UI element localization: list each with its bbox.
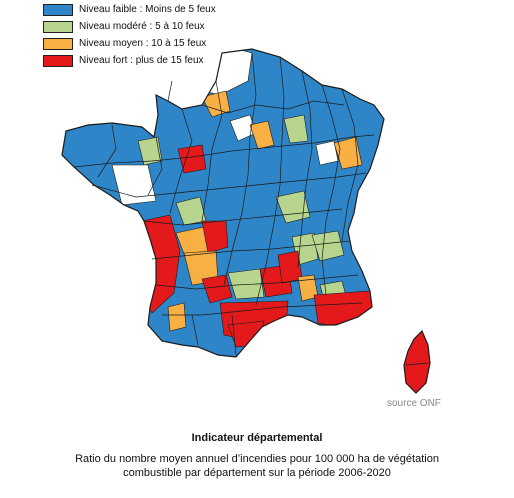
source-credit: source ONF <box>387 398 441 409</box>
boundary-line <box>73 134 375 168</box>
region-seine-et-marne <box>249 120 275 150</box>
boundary-line <box>91 172 367 198</box>
boundary-line <box>191 314 199 346</box>
legend-label-faible: Niveau faible : Moins de 5 feux <box>79 4 216 15</box>
region-base-faible <box>62 49 384 357</box>
region-vendee-nord <box>111 164 157 206</box>
legend-label-fort: Niveau fort : plus de 15 feux <box>79 55 204 66</box>
boundary-line <box>169 108 193 214</box>
legend-swatch-modere <box>43 21 73 33</box>
legend-item-moyen: Niveau moyen : 10 à 15 feux <box>43 37 216 51</box>
map-title: Indicateur départemental <box>191 432 323 444</box>
mainland-border <box>61 48 385 358</box>
department-boundaries <box>73 52 375 356</box>
legend-item-faible: Niveau faible : Moins de 5 feux <box>43 3 216 17</box>
region-loiret <box>177 144 207 174</box>
legend-swatch-moyen <box>43 38 73 50</box>
mainland-regions <box>62 49 384 357</box>
boundary-line <box>321 84 341 296</box>
boundary-line <box>201 100 345 114</box>
legend-label-modere: Niveau modéré : 5 à 10 feux <box>79 21 205 32</box>
region-corse <box>403 329 431 394</box>
region-vosges <box>333 136 363 170</box>
boundary-line <box>143 208 343 226</box>
boundary-line <box>97 124 117 178</box>
caption-line-2: combustible par département sur la pério… <box>123 467 391 479</box>
region-provence <box>313 290 377 330</box>
region-pyrenees-atlantiques <box>167 302 187 332</box>
map-caption: Ratio du nombre moyen annuel d’incendies… <box>0 452 514 480</box>
caption-line-1: Ratio du nombre moyen annuel d’incendies… <box>75 453 439 465</box>
region-isere <box>311 230 345 262</box>
boundary-line <box>151 240 351 260</box>
boundary-line <box>255 56 285 306</box>
boundary-line <box>167 80 173 102</box>
region-correze <box>201 220 229 254</box>
region-aveyron <box>227 268 265 300</box>
boundary-line <box>162 302 363 316</box>
region-sarthe <box>137 136 163 166</box>
legend-item-fort: Niveau fort : plus de 15 feux <box>43 54 216 68</box>
legend-label-moyen: Niveau moyen : 10 à 15 feux <box>79 38 207 49</box>
boundary-line <box>155 274 359 290</box>
corsica-boundary <box>405 362 429 366</box>
boundary-line <box>147 136 163 196</box>
map-legend: Niveau faible : Moins de 5 feux Niveau m… <box>43 3 216 71</box>
legend-swatch-fort <box>43 55 73 67</box>
boundary-line <box>201 80 223 222</box>
boundary-line <box>341 88 359 242</box>
corsica <box>403 329 431 394</box>
region-marne <box>283 114 309 144</box>
legend-item-modere: Niveau modéré : 5 à 10 feux <box>43 20 216 34</box>
legend-swatch-faible <box>43 4 73 16</box>
boundary-line <box>231 314 237 356</box>
france-departments-map <box>61 48 431 394</box>
